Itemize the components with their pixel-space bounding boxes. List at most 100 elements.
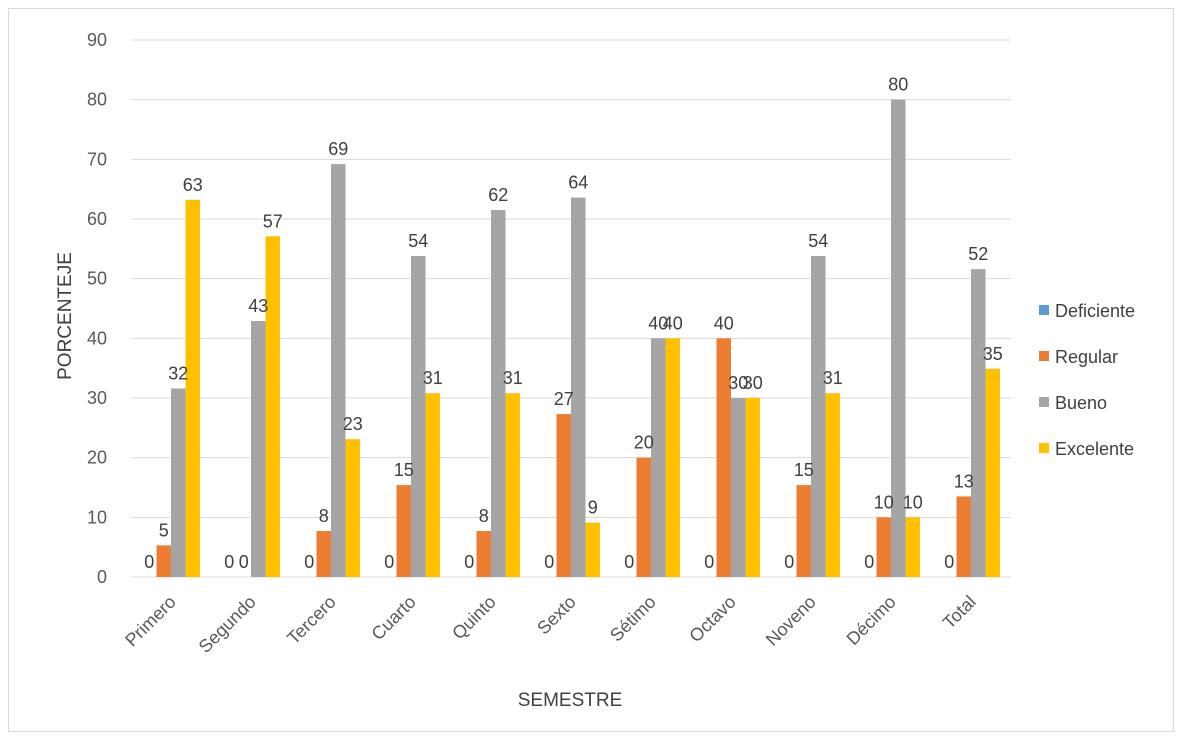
bar-excelente	[345, 439, 360, 577]
legend-label: Deficiente	[1055, 301, 1135, 321]
legend: Deficiente Regular Bueno Excelente	[1039, 301, 1135, 459]
data-label: 54	[408, 231, 428, 251]
bars	[156, 99, 1000, 578]
y-tick-label: 30	[87, 388, 107, 408]
bar-regular	[316, 531, 331, 577]
y-tick-label: 80	[87, 90, 107, 110]
data-label: 8	[319, 506, 329, 526]
bar-bueno	[411, 255, 426, 577]
legend-swatch	[1039, 351, 1049, 361]
data-label: 0	[704, 552, 714, 572]
data-label: 10	[874, 492, 894, 512]
data-label: 0	[784, 552, 794, 572]
data-label: 40	[714, 313, 734, 333]
data-label: 0	[624, 552, 634, 572]
bar-excelente	[665, 338, 680, 577]
data-label: 15	[394, 460, 414, 480]
bar-regular	[556, 414, 571, 577]
legend-label: Bueno	[1055, 393, 1107, 413]
data-label: 0	[239, 552, 249, 572]
x-tick-label: Noveno	[762, 592, 820, 650]
data-label: 30	[728, 373, 748, 393]
bar-bueno	[331, 164, 346, 577]
x-tick-label: Tercero	[283, 592, 340, 649]
bar-bueno	[811, 255, 826, 577]
y-tick-label: 50	[87, 269, 107, 289]
bar-excelente	[505, 393, 520, 577]
bar-bueno	[651, 338, 666, 577]
bar-bueno	[571, 197, 586, 577]
data-label: 80	[888, 75, 908, 95]
bar-regular	[636, 457, 651, 577]
bar-regular	[156, 545, 171, 577]
y-axis-title: PORCENTEJE	[55, 252, 76, 380]
y-tick-label: 70	[87, 149, 107, 169]
bar-regular	[476, 531, 491, 577]
y-axis-ticks: 0 10 20 30 40 50 60 70 80 90	[87, 30, 107, 587]
x-tick-label: Sétimo	[606, 592, 660, 646]
data-label: 40	[648, 313, 668, 333]
data-label: 13	[954, 471, 974, 491]
y-tick-label: 20	[87, 448, 107, 468]
data-label: 31	[823, 368, 843, 388]
data-label: 62	[488, 185, 508, 205]
data-label: 9	[588, 498, 598, 518]
x-tick-label: Décimo	[843, 592, 900, 649]
x-tick-label: Cuarto	[367, 592, 419, 644]
data-label: 27	[554, 389, 574, 409]
y-tick-label: 40	[87, 328, 107, 348]
bar-excelente	[425, 393, 440, 577]
data-label: 32	[168, 363, 188, 383]
bar-excelente	[905, 517, 920, 577]
data-label: 0	[384, 552, 394, 572]
y-tick-label: 90	[87, 30, 107, 50]
chart-frame: 0 10 20 30 40 50 60 70 80 90 0 5 32 63 0 0 43 57 0 8 69 23 0 1…	[8, 8, 1174, 732]
data-label: 10	[903, 492, 923, 512]
x-tick-label: Segundo	[195, 592, 260, 657]
bar-excelente	[185, 199, 200, 577]
bar-bueno	[251, 321, 266, 577]
data-label: 52	[968, 244, 988, 264]
bar-bueno	[971, 269, 986, 577]
data-label: 23	[343, 414, 363, 434]
bar-bueno	[731, 398, 746, 577]
x-axis-title: SEMESTRE	[518, 690, 623, 711]
bar-bueno	[491, 210, 506, 578]
legend-swatch	[1039, 305, 1049, 315]
bar-regular	[396, 485, 411, 577]
data-label: 0	[864, 552, 874, 572]
bar-regular	[956, 496, 971, 577]
data-label: 69	[328, 139, 348, 159]
legend-label: Excelente	[1055, 439, 1134, 459]
data-label: 0	[544, 552, 554, 572]
y-tick-label: 10	[87, 507, 107, 527]
data-label: 31	[503, 368, 523, 388]
bar-regular	[716, 338, 731, 577]
y-tick-label: 60	[87, 209, 107, 229]
x-tick-label: Sexto	[533, 592, 580, 639]
data-label: 63	[183, 175, 203, 195]
x-tick-label: Quinto	[448, 592, 500, 644]
data-label: 0	[144, 552, 154, 572]
data-label: 64	[568, 173, 588, 193]
bar-excelente	[985, 368, 1000, 577]
data-label: 43	[248, 296, 268, 316]
data-label: 0	[944, 552, 954, 572]
data-label: 20	[634, 433, 654, 453]
legend-swatch	[1039, 397, 1049, 407]
data-label: 31	[423, 368, 443, 388]
bar-excelente	[825, 393, 840, 577]
data-label: 0	[304, 552, 314, 572]
bar-bueno	[171, 388, 186, 577]
bar-excelente	[745, 398, 760, 577]
data-label: 57	[263, 211, 283, 231]
bar-excelente	[265, 236, 280, 577]
bar-excelente	[585, 522, 600, 577]
legend-label: Regular	[1055, 347, 1118, 367]
x-tick-label: Total	[939, 592, 980, 633]
legend-swatch	[1039, 443, 1049, 453]
bar-regular	[876, 517, 891, 577]
x-tick-label: Octavo	[685, 592, 739, 646]
